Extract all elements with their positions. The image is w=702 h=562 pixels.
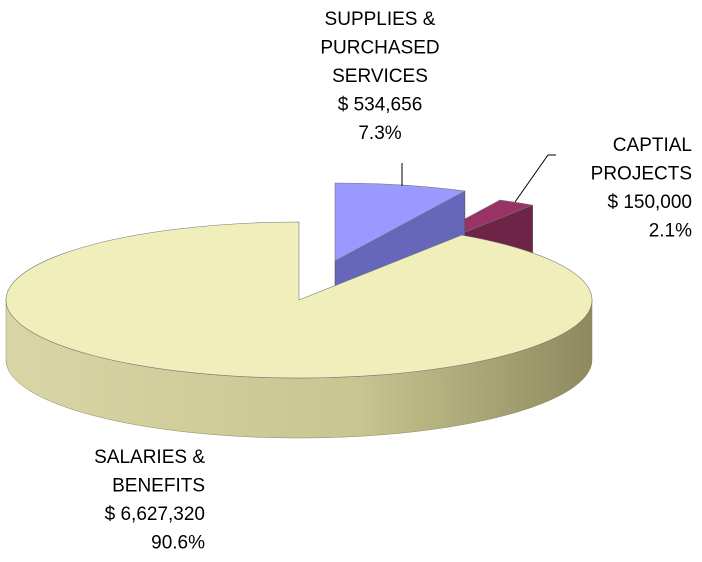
slice-label: SUPPLIES & [325,9,436,30]
value-label: $ 534,656 [338,95,423,116]
pie [5,182,593,439]
slice-label: SERVICES [332,66,428,87]
value-label: $ 6,627,320 [105,504,205,525]
value-label: $ 150,000 [607,192,692,213]
slice-label: BENEFITS [112,476,205,497]
slice [5,221,593,379]
slice-label: PURCHASED [320,38,439,59]
leader-line [514,154,556,203]
slice-label: SALARIES & [94,447,205,468]
percent-label: 2.1% [649,221,692,242]
percent-label: 7.3% [358,123,401,144]
slice-label: CAPTIAL [613,135,692,156]
slice-label: PROJECTS [591,164,692,185]
labels: SUPPLIES & PURCHASED SERVICES $ 534,656 7.3%… [94,9,692,554]
percent-label: 90.6% [151,533,205,554]
